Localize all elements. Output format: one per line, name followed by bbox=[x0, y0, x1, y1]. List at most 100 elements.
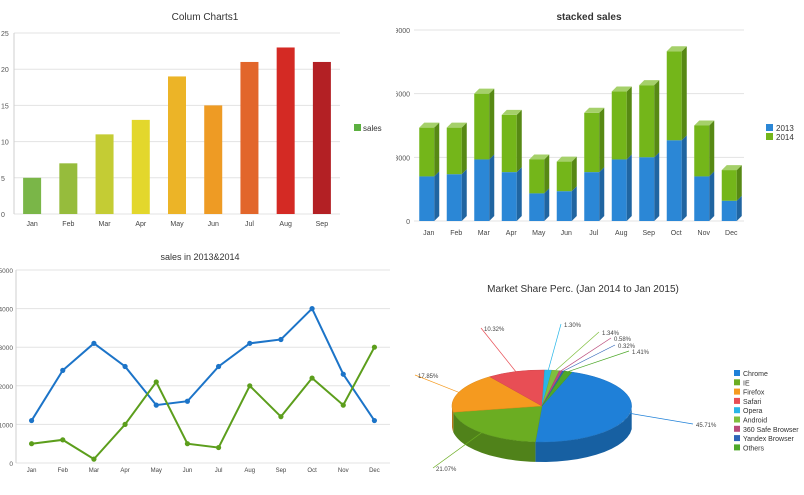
bar-2013-side bbox=[654, 152, 660, 221]
bar-2014-top bbox=[474, 88, 495, 94]
legend-swatch bbox=[734, 407, 740, 414]
data-point-2014 bbox=[215, 444, 222, 451]
legend-swatch bbox=[734, 416, 740, 423]
legend-label: IE bbox=[743, 380, 750, 387]
bar bbox=[240, 61, 259, 215]
bar-2014-side bbox=[654, 80, 660, 158]
data-point-2013 bbox=[60, 367, 66, 373]
x-tick-label: Oct bbox=[671, 230, 682, 237]
data-point-2014 bbox=[371, 344, 378, 350]
bar-2014-side bbox=[626, 86, 632, 160]
x-tick-label: Jan bbox=[423, 230, 434, 237]
bar-2014-side bbox=[489, 88, 495, 160]
x-tick-label: Apr bbox=[135, 221, 147, 228]
pie-percent-label: 1.30% bbox=[564, 323, 582, 329]
data-point-2014 bbox=[184, 441, 191, 447]
y-tick-label: 15 bbox=[1, 103, 9, 110]
bar bbox=[204, 105, 223, 214]
x-tick-label: Jun bbox=[561, 230, 572, 237]
data-point-2013 bbox=[247, 340, 253, 346]
y-tick-label: 20 bbox=[1, 67, 9, 74]
legend-label-2013: 2013 bbox=[776, 124, 794, 133]
legend-label: Opera bbox=[743, 408, 763, 415]
pie-leader-line bbox=[414, 374, 459, 393]
bar-2014 bbox=[474, 93, 490, 160]
bar-2014-top bbox=[694, 120, 715, 126]
data-point-2013 bbox=[371, 417, 378, 424]
data-point-2014 bbox=[60, 437, 66, 443]
y-tick-label: 0 bbox=[9, 461, 13, 468]
legend-swatch bbox=[734, 397, 740, 404]
pie-percent-label: 45.71% bbox=[696, 423, 717, 429]
x-tick-label: Aug bbox=[244, 468, 255, 474]
y-tick-label: 5000 bbox=[0, 268, 13, 275]
y-tick-label: 0 bbox=[406, 219, 410, 226]
chart-title: Colum Charts1 bbox=[172, 12, 239, 23]
pie-slice bbox=[451, 376, 543, 413]
bar-2013-side bbox=[626, 154, 632, 221]
x-tick-label: Jan bbox=[27, 468, 37, 474]
bar-2013-side bbox=[434, 171, 440, 221]
bar-2014-top bbox=[611, 86, 632, 92]
legend-label: Yandex Browser bbox=[743, 436, 795, 443]
legend-swatch bbox=[354, 124, 361, 131]
series-line-2014 bbox=[31, 346, 376, 461]
bar-2013-side bbox=[571, 186, 577, 221]
bar-2014 bbox=[639, 85, 655, 158]
market-share-pie-chart: Market Share Perc. (Jan 2014 to Jan 2015… bbox=[414, 284, 799, 473]
sales-line-chart: sales in 2013&2014 0 1000 2000 3000 4000 5000 J… bbox=[0, 252, 390, 474]
legend-swatch bbox=[734, 379, 740, 386]
bar-2014-side bbox=[461, 122, 467, 175]
bar-2014-side bbox=[544, 154, 550, 194]
legend-label: sales bbox=[363, 124, 382, 133]
bar-2014-top bbox=[556, 156, 577, 162]
series-line-2013 bbox=[30, 306, 376, 422]
bar-2014 bbox=[666, 51, 682, 141]
data-point-2013 bbox=[340, 371, 346, 377]
pie-leader-line bbox=[568, 350, 630, 372]
bar-2014 bbox=[611, 91, 627, 160]
x-tick-label: Sep bbox=[276, 468, 287, 474]
data-point-2013 bbox=[309, 306, 315, 312]
x-tick-label: Apr bbox=[506, 230, 518, 237]
x-tick-label: Nov bbox=[338, 468, 349, 474]
pie-percent-label: 0.58% bbox=[614, 337, 632, 343]
bar-2013-side bbox=[516, 167, 522, 221]
bar-2014-side bbox=[599, 107, 605, 173]
y-tick-label: 4000 bbox=[0, 307, 13, 314]
bar-2014-side bbox=[434, 122, 440, 177]
bar-2014-side bbox=[681, 46, 687, 141]
bar-2014-top bbox=[584, 107, 605, 113]
legend-swatch-2014 bbox=[766, 133, 773, 140]
x-tick-label: Jul bbox=[245, 221, 254, 228]
x-tick-label: Sep bbox=[316, 221, 329, 228]
data-point-2013 bbox=[215, 363, 222, 370]
bar bbox=[95, 134, 114, 214]
bar-2014-top bbox=[666, 46, 687, 52]
y-tick-label: 5 bbox=[1, 176, 5, 183]
pie-leader-line bbox=[547, 323, 562, 371]
pie-percent-label: 0.32% bbox=[618, 344, 636, 350]
bar-2014-top bbox=[529, 154, 550, 160]
x-tick-label: Jul bbox=[589, 230, 598, 237]
x-tick-label: Aug bbox=[615, 230, 628, 237]
bar-2013-side bbox=[461, 169, 467, 221]
bar-2014 bbox=[556, 161, 572, 192]
pie-slice-side bbox=[453, 412, 536, 462]
y-tick-label: 10 bbox=[1, 140, 9, 147]
legend-swatch bbox=[734, 425, 740, 432]
legend-swatch bbox=[734, 370, 740, 376]
legend-label: Firefox bbox=[743, 390, 765, 397]
legend-swatch bbox=[734, 444, 740, 451]
bar-2014 bbox=[721, 170, 737, 201]
legend-swatch bbox=[734, 388, 740, 395]
bar-2013 bbox=[474, 159, 490, 221]
bar-2014 bbox=[501, 114, 517, 173]
chart-title: Market Share Perc. (Jan 2014 to Jan 2015… bbox=[487, 284, 679, 295]
pie-leader-line bbox=[555, 331, 600, 371]
x-tick-label: Feb bbox=[58, 468, 69, 474]
bar bbox=[131, 119, 150, 214]
y-tick-label: 3000 bbox=[396, 155, 410, 162]
x-tick-label: Oct bbox=[307, 468, 317, 474]
bar-2013-side bbox=[681, 135, 687, 221]
